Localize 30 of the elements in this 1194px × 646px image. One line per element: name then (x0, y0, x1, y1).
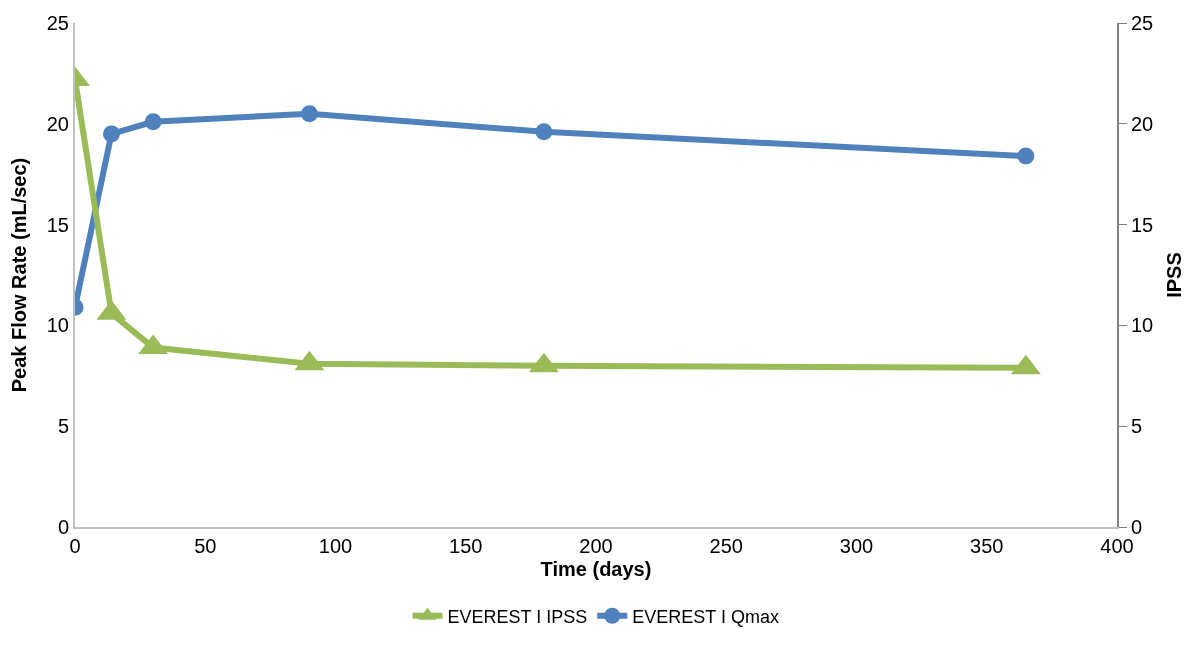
y-tick-label: 20 (46, 112, 69, 135)
point (144, 113, 162, 131)
y-tick-label: 10 (46, 314, 69, 337)
point (300, 105, 318, 123)
legend-label: EVEREST I Qmax (632, 606, 779, 627)
x-tick-label: 50 (194, 535, 217, 557)
y2-axis-title: IPSS (1163, 252, 1186, 298)
x-tick-label: 350 (970, 535, 1004, 557)
x-tick-label: 300 (839, 535, 874, 557)
x-axis-title: Time (days) (540, 558, 652, 580)
y2-tick-label: 15 (1131, 213, 1154, 236)
y-axis-title: Peak Flow Rate (mL/sec) (7, 157, 30, 393)
y-tick-label: 25 (46, 12, 69, 34)
x-tick-label: 200 (579, 535, 613, 557)
y2-tick-label: 10 (1131, 314, 1154, 337)
y2-tick-label: 5 (1131, 415, 1143, 438)
point (102, 125, 120, 143)
y-tick-label: 0 (57, 516, 69, 538)
x-tick-label: 150 (449, 535, 483, 557)
y-tick-label: 5 (57, 415, 69, 438)
y-tick-label: 15 (46, 213, 69, 236)
legend-label: EVEREST I IPSS (447, 606, 588, 627)
x-tick-label: 100 (318, 535, 353, 557)
y2-tick-label: 20 (1131, 112, 1154, 135)
x-tick-label: 250 (709, 535, 743, 557)
point (1017, 147, 1035, 165)
x-tick-label: 400 (1100, 535, 1134, 557)
y2-tick-label: 25 (1131, 12, 1154, 34)
point (535, 123, 553, 141)
y2-tick-label: 0 (1131, 516, 1143, 538)
